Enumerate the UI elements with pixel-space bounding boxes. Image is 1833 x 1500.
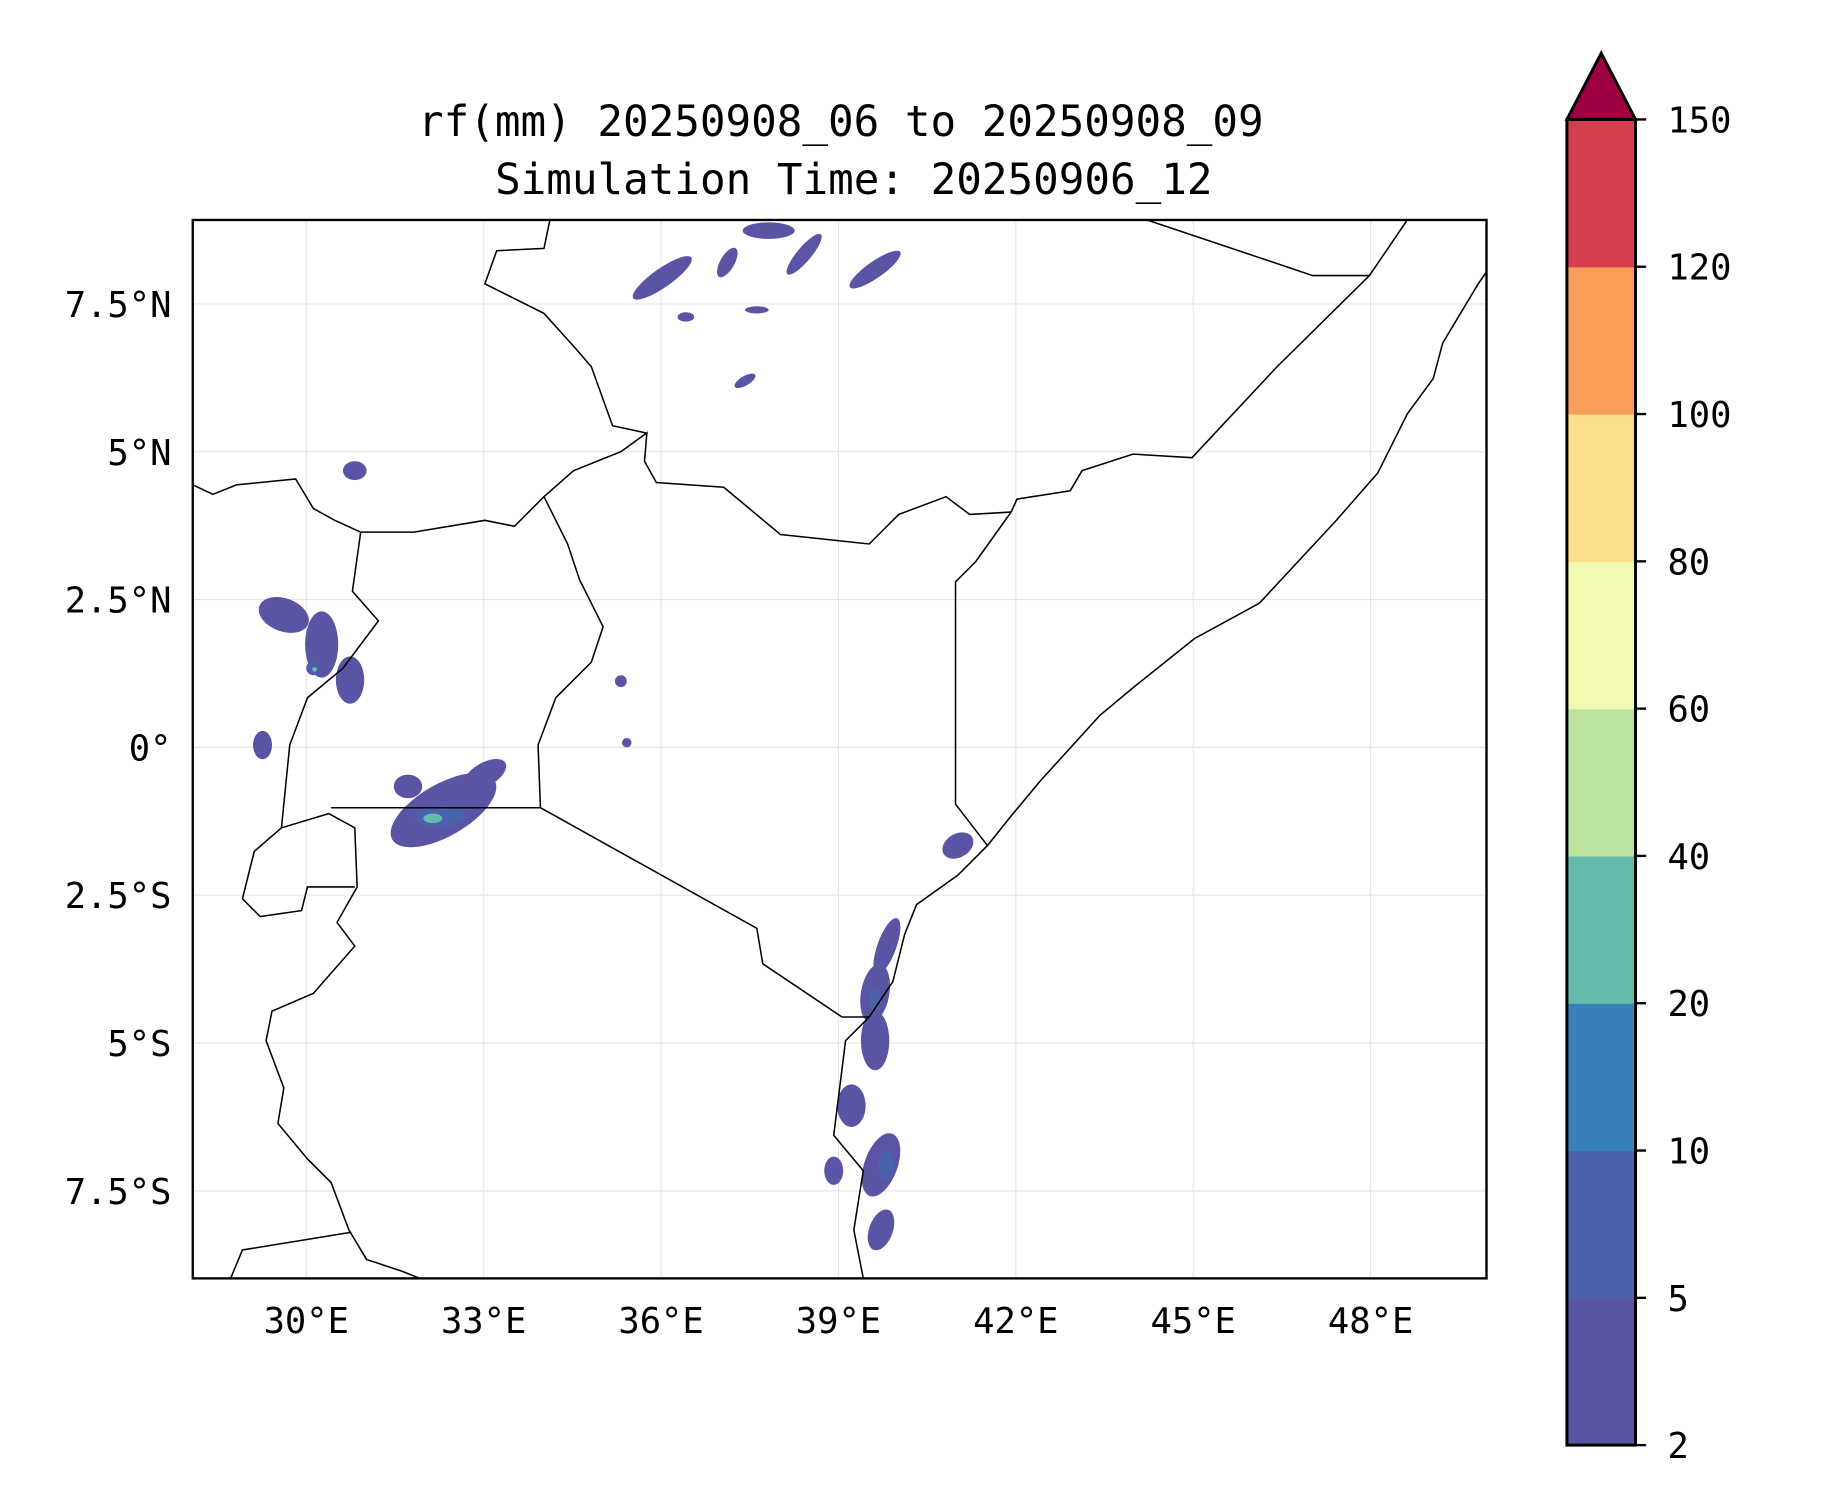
- border-line: [537, 496, 604, 808]
- colorbar-tick-label: 40: [1667, 837, 1710, 878]
- colorbar-extend-triangle: [1564, 50, 1638, 121]
- rain-contour-2-5mm: [734, 373, 756, 388]
- title-line-1: rf(mm) 20250908_06 to 20250908_09: [418, 97, 1264, 147]
- colorbar-bin: [1566, 1003, 1636, 1152]
- colorbar-tick-label: 100: [1667, 395, 1731, 436]
- rain-contour-2-5mm: [258, 597, 309, 633]
- border-line: [483, 219, 646, 434]
- title-line-2: Simulation Time: 20250906_12: [495, 155, 1213, 205]
- x-axis-ticks: 30°E 33°E 36°E 39°E 42°E 45°E 48°E: [264, 1301, 1414, 1342]
- y-tick-label: 7.5°N: [65, 285, 172, 326]
- rain-contour-2-5mm: [824, 1156, 844, 1185]
- border-line: [229, 1231, 352, 1279]
- colorbar-tick-label: 5: [1667, 1279, 1688, 1320]
- colorbar-bin: [1566, 1150, 1636, 1299]
- colorbar-bin: [1566, 561, 1636, 710]
- rain-contour-2-5mm: [632, 256, 692, 300]
- map-axes-frame: [191, 218, 1488, 1280]
- x-tick-label: 33°E: [441, 1301, 526, 1342]
- rain-contour-2-5mm: [463, 758, 507, 791]
- border-line: [1146, 219, 1408, 277]
- colorbar-bin: [1566, 708, 1636, 857]
- border-line: [241, 827, 355, 918]
- rain-contour-2-5mm: [342, 461, 367, 481]
- rain-contour-2-5mm: [849, 250, 901, 289]
- rain-contour-2-5mm: [677, 312, 695, 322]
- coastlines-and-borders: [192, 219, 1488, 1280]
- colorbar-tick-label: 60: [1667, 690, 1710, 731]
- rain-contour-20-40mm: [423, 813, 443, 824]
- colorbar-bin: [1566, 855, 1636, 1004]
- x-tick-label: 45°E: [1151, 1301, 1236, 1342]
- colorbar-tick-label: 20: [1667, 984, 1710, 1025]
- rain-contour-2-5mm: [335, 656, 365, 704]
- colorbar: 2 5 10 20 40 60 80 100 120 150: [1564, 50, 1732, 1467]
- rain-contour-2-5mm: [837, 1084, 866, 1128]
- rain-contour-20-40mm: [312, 666, 317, 672]
- rain-contour-2-5mm: [614, 675, 627, 688]
- rain-contour-5-10mm: [869, 987, 882, 1012]
- rain-contour-2-5mm: [942, 832, 974, 859]
- colorbar-tick-label: 80: [1667, 542, 1710, 583]
- rain-contour-2-5mm: [745, 306, 769, 314]
- rainfall-contours: [253, 222, 974, 1251]
- colorbar-tick-label: 150: [1667, 100, 1731, 141]
- colorbar-bin: [1566, 1297, 1636, 1446]
- rain-contour-2-5mm: [393, 774, 423, 799]
- border-line: [192, 431, 1012, 545]
- colorbar-bin: [1566, 266, 1636, 415]
- x-tick-label: 48°E: [1328, 1301, 1413, 1342]
- x-tick-label: 42°E: [973, 1301, 1058, 1342]
- y-axis-ticks: 7.5°N 5°N 2.5°N 0° 2.5°S 5°S 7.5°S: [65, 285, 172, 1213]
- colorbar-bin: [1566, 119, 1636, 268]
- x-tick-label: 39°E: [796, 1301, 881, 1342]
- rain-contour-2-5mm: [867, 1209, 895, 1251]
- rain-contour-2-5mm: [253, 730, 272, 760]
- gridlines: [192, 219, 1487, 1279]
- rain-contour-2-5mm: [873, 918, 901, 975]
- colorbar-tick-label: 120: [1667, 248, 1731, 289]
- border-line: [954, 275, 1370, 847]
- y-tick-label: 2.5°N: [65, 581, 172, 622]
- y-tick-label: 5°S: [107, 1024, 171, 1065]
- colorbar-bin: [1566, 414, 1636, 562]
- y-tick-label: 2.5°S: [65, 876, 172, 917]
- y-tick-label: 5°N: [107, 433, 171, 474]
- rain-contour-2-5mm: [716, 247, 738, 278]
- rain-contour-5-10mm: [878, 1150, 896, 1180]
- y-tick-label: 0°: [129, 728, 172, 769]
- colorbar-tick-label: 10: [1667, 1132, 1710, 1173]
- colorbar-frame: [1565, 117, 1637, 1447]
- colorbar-tick-label: 2: [1667, 1426, 1688, 1467]
- x-tick-label: 36°E: [618, 1301, 703, 1342]
- rain-contour-2-5mm: [860, 1011, 890, 1071]
- border-line: [265, 532, 421, 1280]
- border-line: [540, 807, 870, 1018]
- y-tick-label: 7.5°S: [65, 1172, 172, 1213]
- rain-contour-2-5mm: [622, 737, 632, 748]
- x-tick-label: 30°E: [264, 1301, 349, 1342]
- border-line: [832, 271, 1488, 1279]
- rain-contour-2-5mm: [786, 233, 822, 275]
- rain-contour-2-5mm: [742, 222, 795, 239]
